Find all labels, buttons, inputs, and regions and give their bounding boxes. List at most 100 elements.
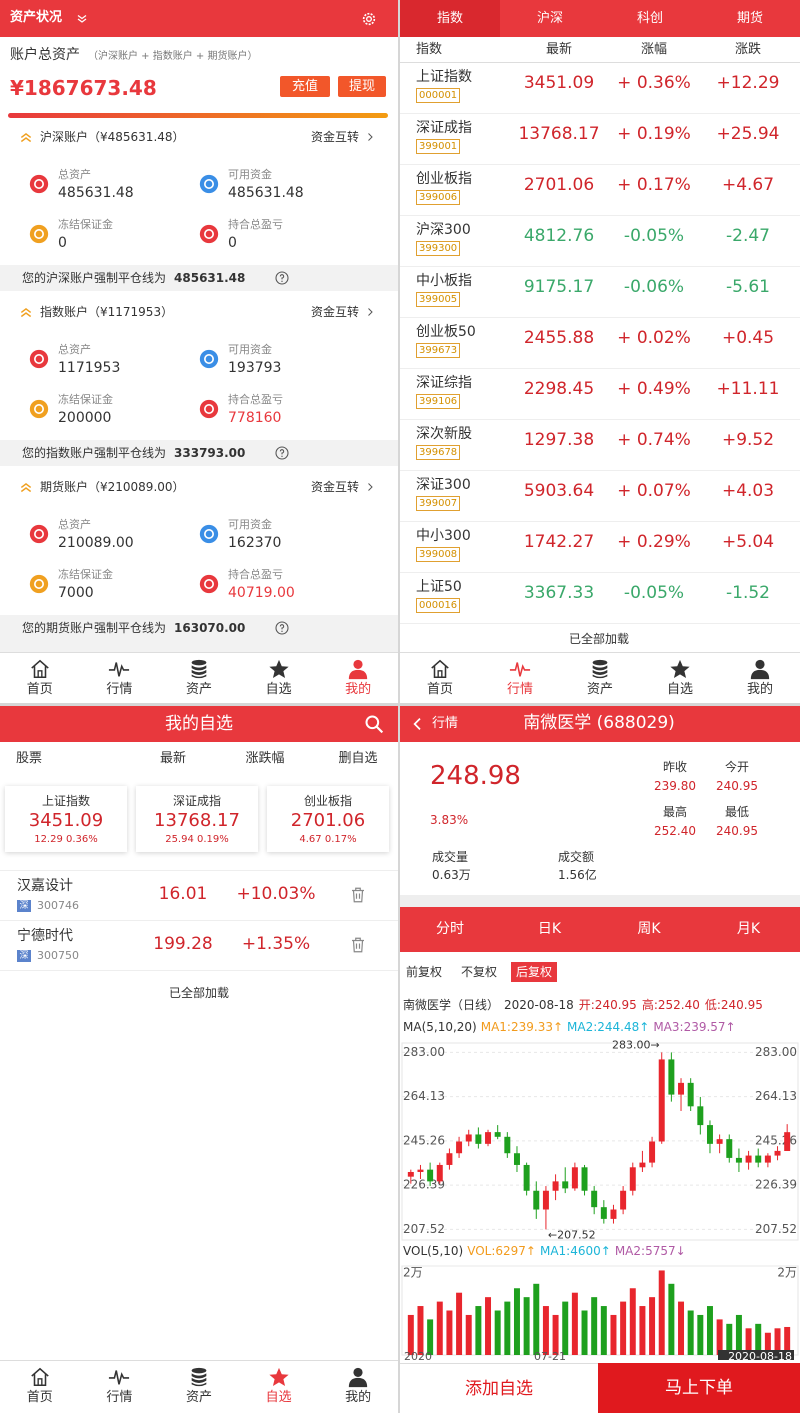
collapse-icon[interactable] — [76, 13, 88, 25]
stock-row[interactable]: 汉嘉设计深 300746 16.01 +10.03% — [0, 870, 398, 920]
icon-shape — [281, 280, 283, 282]
nav-item[interactable]: 首页 — [0, 653, 80, 703]
transfer-link[interactable]: 资金互转 — [311, 130, 360, 144]
search-icon[interactable] — [364, 714, 384, 734]
index-pct: -0.05% — [623, 583, 685, 603]
nav-icon — [191, 659, 207, 679]
chart-tab[interactable]: 日K — [537, 921, 562, 937]
vol-item: VOL(5,10) — [403, 1244, 464, 1258]
nav-item[interactable]: 行情 — [80, 1361, 160, 1412]
delete-icon[interactable] — [349, 936, 367, 954]
adjust-option[interactable]: 不复权 — [461, 965, 498, 979]
nav-item[interactable]: 资产 — [560, 653, 640, 703]
icon-shape — [34, 579, 44, 589]
total-value: ¥1867673.48 — [10, 76, 157, 100]
market-tab[interactable]: 沪深 — [500, 0, 600, 37]
card-name: 创业板指 — [303, 794, 353, 808]
index-code: 399001 — [416, 139, 461, 154]
index-price: 3451.09 — [523, 73, 595, 93]
item-label: 总资产 — [58, 168, 91, 181]
candle-body — [571, 1167, 578, 1189]
icon-shape — [750, 669, 770, 680]
index-card[interactable]: 上证指数 3451.09 12.29 0.36% — [5, 786, 127, 852]
nav-label: 自选 — [666, 682, 694, 697]
liquidation-text: 您的沪深账户强制平仓线为 485631.48 — [22, 271, 245, 285]
icon-shape — [29, 349, 49, 369]
stat-label: 最低 — [724, 805, 750, 819]
nav-item[interactable]: 我的 — [720, 653, 800, 703]
volume-bar — [678, 1301, 685, 1355]
index-change: -1.52 — [726, 583, 770, 603]
chart-tab[interactable]: 周K — [637, 921, 661, 937]
transfer-link[interactable]: 资金互转 — [311, 305, 360, 319]
nav-item[interactable]: 我的 — [318, 1361, 398, 1412]
index-price: 13768.17 — [518, 124, 600, 144]
volume-bar — [629, 1288, 636, 1355]
market-row[interactable]: 创业板指 399006 2701.06 + 0.17% +4.67 — [400, 165, 800, 216]
order-button[interactable]: 马上下单 — [598, 1363, 800, 1413]
icon-shape — [199, 524, 219, 544]
volume-bar — [417, 1306, 424, 1355]
back-icon[interactable] — [410, 715, 426, 733]
icon-shape — [352, 887, 364, 903]
add-watch-button[interactable]: 添加自选 — [400, 1363, 598, 1413]
market-row[interactable]: 上证指数 000001 3451.09 + 0.36% +12.29 — [400, 63, 800, 114]
help-icon[interactable] — [274, 445, 290, 461]
market-tab[interactable]: 指数 — [400, 0, 500, 37]
nav-item[interactable]: 自选 — [239, 1361, 319, 1412]
market-row[interactable]: 创业板50 399673 2455.88 + 0.02% +0.45 — [400, 318, 800, 369]
info-item: 低:240.95 — [704, 998, 763, 1012]
adjust-option[interactable]: 前复权 — [406, 965, 443, 979]
back-label[interactable]: 行情 — [432, 716, 459, 731]
market-row[interactable]: 深证成指 399001 13768.17 + 0.19% +25.94 — [400, 114, 800, 165]
volume-bar — [552, 1314, 559, 1355]
index-price: 2455.88 — [523, 328, 595, 348]
stock-name: 宁德时代 — [17, 928, 73, 944]
index-card[interactable]: 创业板指 2701.06 4.67 0.17% — [267, 786, 389, 852]
volume-bar — [620, 1301, 627, 1355]
chart-tab[interactable]: 月K — [736, 921, 761, 937]
volume-bar — [745, 1328, 752, 1355]
market-tab[interactable]: 科创 — [600, 0, 700, 37]
action-button[interactable]: 充值 — [280, 76, 330, 97]
help-icon[interactable] — [274, 270, 290, 286]
stock-row[interactable]: 宁德时代深 300750 199.28 +1.35% — [0, 920, 398, 970]
nav-item[interactable]: 自选 — [239, 653, 319, 703]
volume-value: 1.56亿 — [558, 868, 597, 882]
help-icon[interactable] — [274, 620, 290, 636]
nav-item[interactable]: 资产 — [159, 1361, 239, 1412]
market-row[interactable]: 上证50 000016 3367.33 -0.05% -1.52 — [400, 573, 800, 624]
market-tag: 深 — [17, 900, 31, 912]
transfer-link[interactable]: 资金互转 — [311, 480, 360, 494]
market-row[interactable]: 沪深300 399300 4812.76 -0.05% -2.47 — [400, 216, 800, 267]
settings-icon[interactable] — [361, 11, 377, 27]
icon-shape — [34, 404, 44, 414]
item-label: 可用资金 — [228, 518, 272, 531]
nav-item[interactable]: 自选 — [640, 653, 720, 703]
adjust-option[interactable]: 后复权 — [511, 962, 558, 983]
chart-tab[interactable]: 分时 — [436, 921, 464, 937]
nav-item[interactable]: 首页 — [0, 1361, 80, 1412]
volume-bar — [465, 1314, 472, 1355]
candle-body — [591, 1190, 598, 1208]
market-row[interactable]: 深次新股 399678 1297.38 + 0.74% +9.52 — [400, 420, 800, 471]
nav-item[interactable]: 行情 — [480, 653, 560, 703]
market-row[interactable]: 中小板指 399005 9175.17 -0.06% -5.61 — [400, 267, 800, 318]
volume-bar — [446, 1310, 453, 1355]
nav-item[interactable]: 行情 — [80, 653, 160, 703]
market-row[interactable]: 中小300 399008 1742.27 + 0.29% +5.04 — [400, 522, 800, 573]
market-row[interactable]: 深证综指 399106 2298.45 + 0.49% +11.11 — [400, 369, 800, 420]
nav-item[interactable]: 资产 — [159, 653, 239, 703]
nav-item[interactable]: 首页 — [400, 653, 480, 703]
header-title: 南微医学 (688029) — [523, 713, 675, 733]
item-value: 200000 — [58, 410, 112, 426]
nav-item[interactable]: 我的 — [318, 653, 398, 703]
item-value: 0 — [58, 235, 67, 251]
market-tab[interactable]: 期货 — [700, 0, 800, 37]
market-row[interactable]: 深证300 399007 5903.64 + 0.07% +4.03 — [400, 471, 800, 522]
item-icon — [199, 224, 219, 244]
action-button[interactable]: 提现 — [338, 76, 386, 97]
delete-icon[interactable] — [349, 886, 367, 904]
index-card[interactable]: 深证成指 13768.17 25.94 0.19% — [136, 786, 258, 852]
nav-label: 我的 — [746, 682, 774, 697]
